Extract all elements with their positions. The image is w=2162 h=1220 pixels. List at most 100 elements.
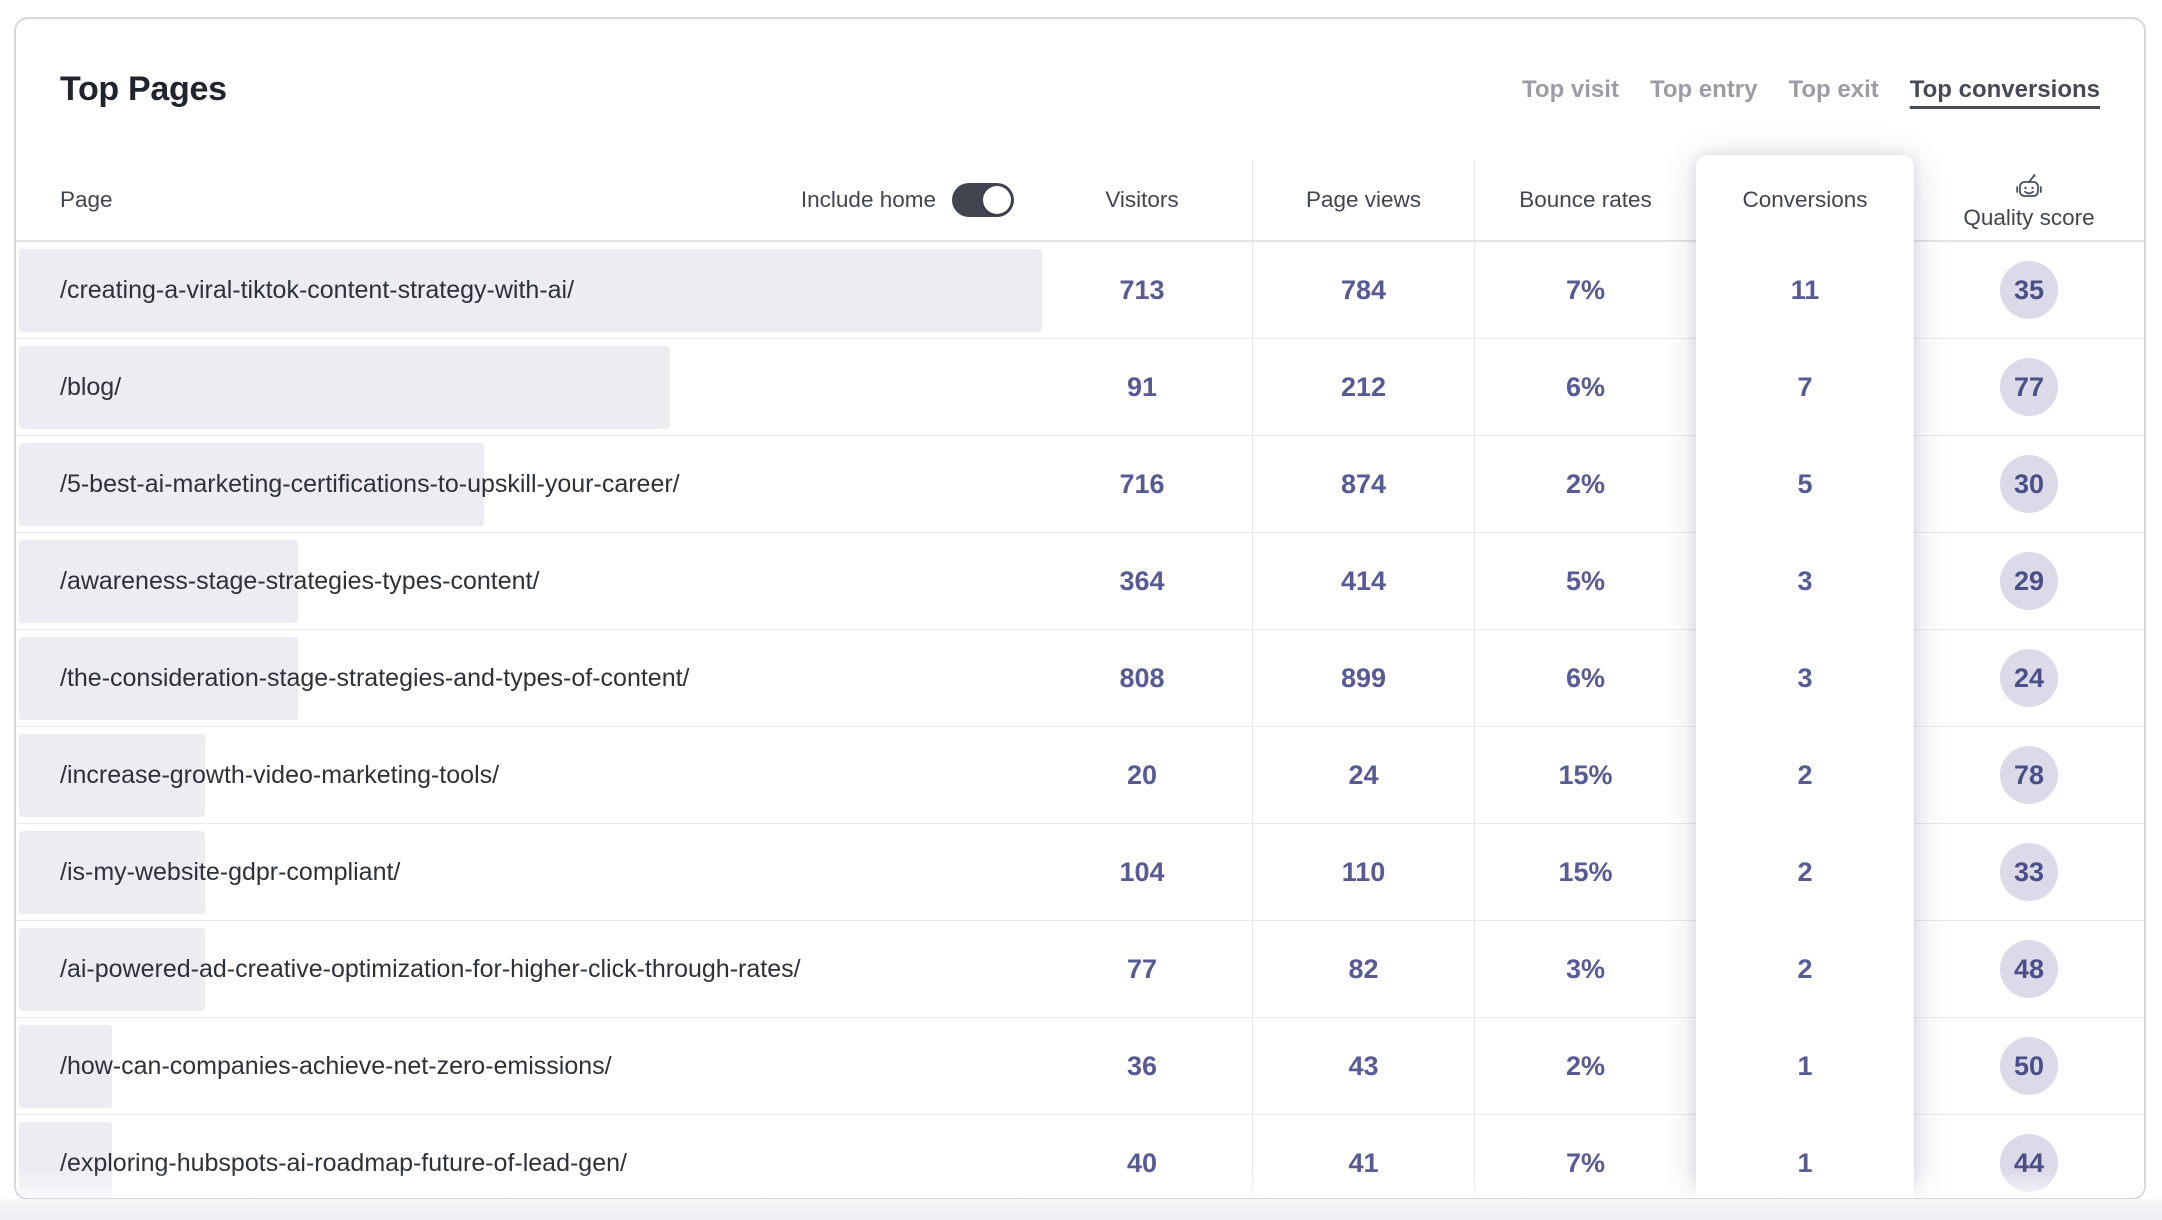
- conversions-elevated-panel: [1696, 155, 1914, 1198]
- visitors-value: 20: [1126, 759, 1158, 790]
- conversion-bar: [19, 928, 205, 1011]
- bounce-rate-value: 7%: [1565, 1147, 1606, 1178]
- table-row[interactable]: /awareness-stage-strategies-types-conten…: [16, 533, 2144, 630]
- bounce-rate-value: 15%: [1558, 856, 1613, 887]
- page-views-value: 414: [1340, 565, 1387, 596]
- quality-score-badge: 30: [2000, 455, 2058, 513]
- table-row[interactable]: /5-best-ai-marketing-certifications-to-u…: [16, 436, 2144, 533]
- card-header: Top Pages Top visit Top entry Top exit Top …: [16, 19, 2144, 160]
- visitors-value: 716: [1119, 468, 1165, 499]
- conversions-value: 11: [1790, 274, 1820, 305]
- column-header-page: Page: [60, 187, 113, 212]
- conversion-bar: [19, 1025, 112, 1108]
- visitors-value: 77: [1126, 953, 1158, 984]
- page-views-value: 41: [1348, 1147, 1379, 1178]
- page-views-value: 24: [1348, 759, 1379, 790]
- conversion-bar: [19, 443, 484, 526]
- conversion-bar: [19, 831, 205, 914]
- quality-score-badge: 50: [2000, 1037, 2058, 1095]
- table-row[interactable]: /is-my-website-gdpr-compliant/ 104 110 1…: [16, 824, 2144, 921]
- bounce-rate-value: 15%: [1558, 759, 1613, 790]
- quality-score-badge: 29: [2000, 552, 2058, 610]
- tab-top-visit[interactable]: Top visit: [1522, 75, 1619, 103]
- conversions-value: 5: [1797, 468, 1813, 499]
- column-header-bounce-rates: Bounce rates: [1519, 187, 1652, 212]
- page-views-value: 110: [1341, 856, 1386, 887]
- conversion-bar: [19, 734, 205, 817]
- page-views-value: 82: [1348, 953, 1379, 984]
- conversions-value: 2: [1797, 759, 1813, 790]
- conversions-value: 2: [1797, 856, 1813, 887]
- conversions-value: 3: [1797, 565, 1813, 596]
- tab-top-exit[interactable]: Top exit: [1788, 75, 1879, 103]
- column-header-visitors: Visitors: [1105, 187, 1179, 212]
- quality-score-badge: 78: [2000, 746, 2058, 804]
- page-views-value: 43: [1348, 1050, 1379, 1081]
- conversions-value: 3: [1797, 662, 1813, 693]
- tab-top-entry[interactable]: Top entry: [1649, 75, 1758, 103]
- toggle-knob: [983, 186, 1011, 214]
- include-home-label: Include home: [800, 187, 936, 212]
- include-home-control[interactable]: Include home: [801, 183, 1014, 217]
- bounce-rate-value: 6%: [1565, 371, 1606, 402]
- visitors-value: 808: [1119, 662, 1165, 693]
- bounce-rate-value: 5%: [1565, 565, 1606, 596]
- quality-score-badge: 35: [2000, 261, 2058, 319]
- page-views-value: 874: [1340, 468, 1387, 499]
- page-views-value: 899: [1340, 662, 1387, 693]
- table-row[interactable]: /ai-powered-ad-creative-optimization-for…: [16, 921, 2144, 1018]
- table-row[interactable]: /how-can-companies-achieve-net-zero-emis…: [16, 1018, 2144, 1115]
- page-path: /exploring-hubspots-ai-roadmap-future-of…: [60, 1148, 627, 1177]
- column-header-page-views: Page views: [1305, 187, 1422, 212]
- table-row[interactable]: /the-consideration-stage-strategies-and-…: [16, 630, 2144, 727]
- table-header-row: Page Include home Visitors Page views Bo…: [16, 160, 2144, 242]
- conversion-bar: [19, 637, 298, 720]
- visitors-value: 36: [1126, 1050, 1158, 1081]
- visitors-value: 91: [1126, 371, 1158, 402]
- table-row[interactable]: /creating-a-viral-tiktok-content-strateg…: [16, 242, 2144, 339]
- conversion-bar: [19, 249, 1042, 332]
- quality-score-badge: 44: [2000, 1134, 2058, 1192]
- page-path: /awareness-stage-strategies-types-conten…: [60, 566, 540, 595]
- bounce-rate-value: 7%: [1565, 274, 1606, 305]
- table-row[interactable]: /exploring-hubspots-ai-roadmap-future-of…: [16, 1115, 2144, 1198]
- bounce-rate-value: 2%: [1565, 468, 1606, 499]
- top-pages-card: Top Pages Top visit Top entry Top exit Top …: [14, 17, 2146, 1200]
- quality-score-badge: 24: [2000, 649, 2058, 707]
- column-header-conversions: Conversions: [1742, 187, 1868, 212]
- page-background-strip: [0, 1199, 2162, 1220]
- column-header-quality-score: Quality score: [1963, 204, 2095, 230]
- conversion-bar: [19, 540, 298, 623]
- page-path: /blog/: [60, 372, 122, 401]
- include-home-toggle[interactable]: [952, 183, 1014, 217]
- bounce-rate-value: 6%: [1565, 662, 1606, 693]
- page-path: /ai-powered-ad-creative-optimization-for…: [60, 954, 801, 983]
- bounce-rate-value: 2%: [1565, 1050, 1606, 1081]
- page-path: /is-my-website-gdpr-compliant/: [60, 857, 401, 886]
- robot-icon: [2016, 173, 2042, 197]
- tab-bar: Top visit Top entry Top exit Top conversion…: [1522, 76, 2100, 104]
- conversion-bar: [19, 346, 670, 429]
- page-title: Top Pages: [60, 70, 227, 108]
- page-path: /creating-a-viral-tiktok-content-strateg…: [60, 275, 575, 304]
- table-row[interactable]: /blog/ 91 212 6% 7 77: [16, 339, 2144, 436]
- conversions-value: 7: [1797, 371, 1813, 402]
- top-pages-table: Page Include home Visitors Page views Bo…: [16, 155, 2144, 1198]
- table-body: /creating-a-viral-tiktok-content-strateg…: [16, 242, 2144, 1198]
- quality-score-badge: 33: [2000, 843, 2058, 901]
- visitors-value: 364: [1119, 565, 1165, 596]
- quality-score-badge: 48: [2000, 940, 2058, 998]
- tab-top-conversions[interactable]: Top conversions: [1909, 75, 2100, 103]
- page-path: /5-best-ai-marketing-certifications-to-u…: [60, 469, 680, 498]
- page-path: /the-consideration-stage-strategies-and-…: [60, 663, 690, 692]
- conversions-value: 1: [1797, 1050, 1813, 1081]
- page-views-value: 212: [1340, 371, 1387, 402]
- table-row[interactable]: /increase-growth-video-marketing-tools/ …: [16, 727, 2144, 824]
- visitors-value: 40: [1126, 1147, 1158, 1178]
- quality-score-badge: 77: [2000, 358, 2058, 416]
- conversions-value: 1: [1797, 1147, 1813, 1178]
- visitors-value: 713: [1119, 274, 1165, 305]
- visitors-value: 104: [1119, 856, 1165, 887]
- conversions-value: 2: [1797, 953, 1813, 984]
- page-path: /how-can-companies-achieve-net-zero-emis…: [60, 1051, 612, 1080]
